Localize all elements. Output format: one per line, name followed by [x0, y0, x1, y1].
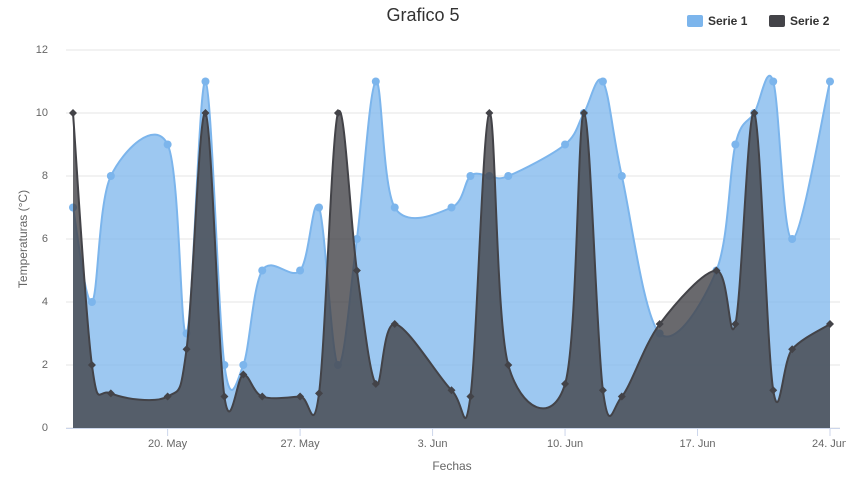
point [788, 235, 797, 243]
point [163, 140, 172, 149]
point [579, 109, 588, 117]
y-tick-label: 8 [42, 170, 48, 182]
point [598, 386, 607, 395]
chart-title: Grafico 5 [386, 5, 459, 25]
x-tick-label: 10. Jun [547, 438, 583, 450]
point [371, 379, 380, 388]
point [504, 361, 513, 369]
point [617, 392, 626, 401]
point [258, 266, 267, 275]
point [182, 345, 191, 354]
point [750, 109, 759, 117]
x-tick-label: 3. Jun [418, 438, 448, 450]
point [731, 320, 740, 329]
x-tick-label: 17. Jun [679, 438, 715, 450]
y-tick-label: 6 [42, 233, 48, 245]
point [371, 77, 380, 86]
area [73, 110, 830, 428]
x-tick-label: 24. Jun [812, 438, 846, 450]
point [561, 379, 570, 388]
point [201, 109, 210, 117]
legend-label: Serie 2 [790, 14, 830, 28]
point [504, 172, 513, 180]
point [731, 140, 740, 149]
point [826, 320, 834, 329]
legend-label: Serie 1 [708, 14, 748, 28]
point [390, 203, 399, 212]
y-tick-label: 0 [42, 422, 48, 434]
point [788, 345, 797, 354]
point [239, 361, 248, 369]
point [352, 235, 361, 243]
point [333, 109, 342, 117]
point [390, 320, 399, 329]
legend-swatch [687, 15, 703, 27]
point [106, 389, 115, 398]
legend-swatch [769, 15, 785, 27]
x-axis-title: Fechas [432, 459, 471, 473]
point [239, 370, 248, 379]
point [617, 172, 626, 180]
area [73, 75, 830, 429]
point [352, 266, 361, 275]
point [466, 172, 475, 180]
point [561, 140, 570, 149]
point [447, 203, 456, 212]
y-axis-title: Temperaturas (°C) [16, 190, 30, 288]
point [315, 389, 324, 398]
point [87, 361, 96, 369]
point [87, 298, 96, 306]
point [69, 109, 77, 117]
point [447, 386, 456, 395]
point [598, 77, 607, 86]
point [296, 392, 305, 401]
point [655, 320, 664, 329]
point [315, 203, 324, 212]
point [220, 392, 229, 401]
x-tick-label: 20. May [148, 438, 188, 450]
point [201, 77, 210, 86]
x-tick-label: 27. May [281, 438, 321, 450]
point [296, 266, 305, 275]
point [712, 266, 721, 275]
y-tick-label: 4 [42, 296, 48, 308]
point [826, 77, 834, 86]
point [466, 392, 475, 401]
y-tick-label: 12 [36, 44, 48, 56]
point [769, 386, 778, 395]
y-tick-label: 2 [42, 359, 48, 371]
point [769, 77, 778, 86]
point [106, 172, 115, 180]
point [163, 392, 172, 401]
point [258, 392, 267, 401]
y-tick-label: 10 [36, 107, 48, 119]
point [485, 109, 494, 117]
